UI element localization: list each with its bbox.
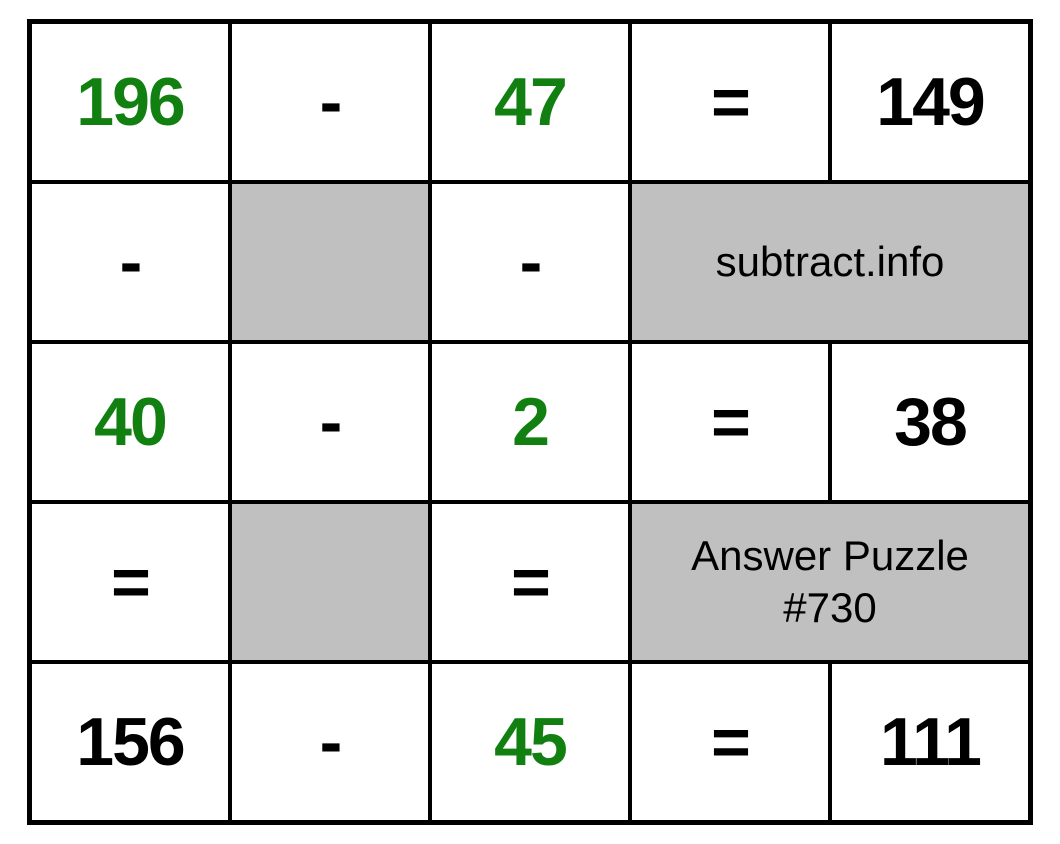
cell-r0c1-minus: -	[230, 22, 430, 182]
cell-r0c3-equals: =	[630, 22, 830, 182]
row-0: 196 - 47 = 149	[30, 22, 1030, 182]
cell-r2c1-minus: -	[230, 342, 430, 502]
cell-r2c0: 40	[30, 342, 230, 502]
cell-r1-info: subtract.info	[630, 182, 1030, 342]
row-3: = = Answer Puzzle #730	[30, 502, 1030, 662]
cell-r3c1-blank	[230, 502, 430, 662]
cell-r2c4: 38	[830, 342, 1030, 502]
cell-r4c4: 111	[830, 662, 1030, 822]
cell-r1c2-minus: -	[430, 182, 630, 342]
cell-r0c2: 47	[430, 22, 630, 182]
cell-r1c1-blank	[230, 182, 430, 342]
row-2: 40 - 2 = 38	[30, 342, 1030, 502]
cell-r2c2: 2	[430, 342, 630, 502]
cell-r4c3-equals: =	[630, 662, 830, 822]
cell-r0c4: 149	[830, 22, 1030, 182]
cell-r4c2: 45	[430, 662, 630, 822]
cell-r3c0-equals: =	[30, 502, 230, 662]
puzzle-grid: 196 - 47 = 149 - - subtract.info 40 - 2 …	[27, 19, 1033, 825]
cell-r1c0-minus: -	[30, 182, 230, 342]
row-4: 156 - 45 = 111	[30, 662, 1030, 822]
cell-r2c3-equals: =	[630, 342, 830, 502]
row-1: - - subtract.info	[30, 182, 1030, 342]
cell-r4c1-minus: -	[230, 662, 430, 822]
cell-r4c0: 156	[30, 662, 230, 822]
cell-r3-info: Answer Puzzle #730	[630, 502, 1030, 662]
cell-r0c0: 196	[30, 22, 230, 182]
cell-r3c2-equals: =	[430, 502, 630, 662]
